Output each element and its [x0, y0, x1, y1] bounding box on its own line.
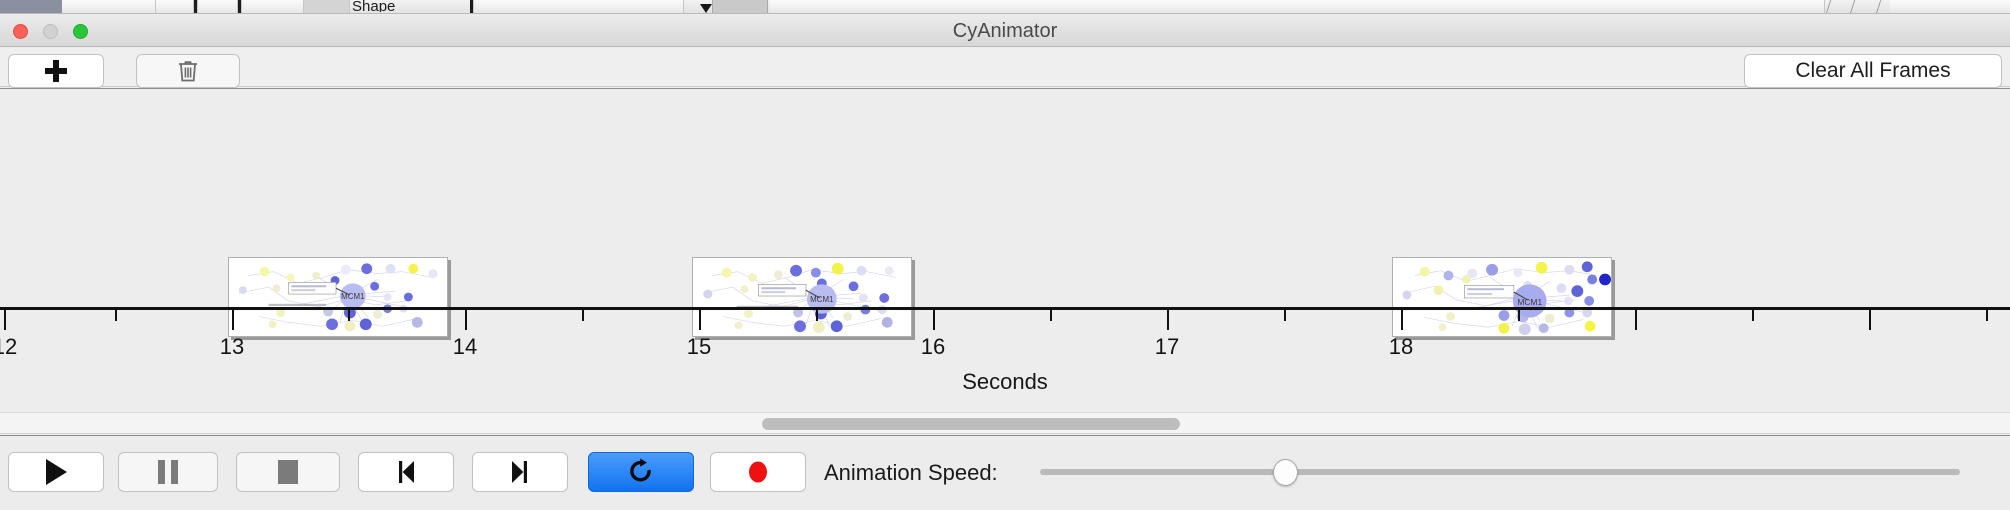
maximize-button[interactable]: [73, 24, 88, 39]
axis-tick-major: [1167, 310, 1169, 330]
network-preview: MCM1: [238, 263, 438, 332]
toolbar: Clear All Frames: [0, 47, 2010, 88]
animation-speed-label: Animation Speed:: [824, 460, 998, 485]
axis-tick-minor: [1050, 310, 1052, 321]
frame-node-label: MCM1: [1517, 297, 1542, 307]
frame-thumbnail[interactable]: MCM1: [228, 257, 448, 337]
skip-back-button[interactable]: [358, 452, 454, 492]
skip-back-icon: [399, 461, 414, 483]
axis-tick-major: [933, 310, 935, 330]
skip-forward-button[interactable]: [472, 452, 568, 492]
background-divider: [1875, 0, 1882, 13]
axis-tick-major: [1401, 310, 1403, 330]
timeline-panel[interactable]: MCM1: [0, 88, 2010, 410]
axis-label: 15: [686, 334, 712, 359]
axis-tick-major: [1635, 310, 1637, 330]
background-chunk: [62, 0, 156, 13]
pause-icon: [158, 460, 178, 484]
background-chunk: [474, 0, 684, 13]
network-preview: MCM1: [1402, 261, 1611, 336]
minimize-button[interactable]: [43, 24, 58, 39]
background-divider: [1825, 0, 1832, 13]
playback-control-bar: Animation Speed:: [0, 435, 2010, 510]
play-button[interactable]: [8, 452, 104, 492]
frame-node-label: MCM1: [810, 295, 833, 304]
timeline-scrollbar[interactable]: [0, 412, 2010, 434]
background-chunk: [304, 0, 350, 13]
background-chunk: [242, 0, 304, 13]
axis-title: Seconds: [962, 369, 1048, 394]
frame-thumbnail[interactable]: MCM1: [692, 257, 912, 337]
slider-thumb[interactable]: [1273, 459, 1298, 486]
background-chunk: [470, 0, 474, 13]
loop-icon: [630, 458, 651, 482]
background-chunk: [770, 0, 1825, 13]
background-chunk: [194, 0, 198, 13]
loop-button[interactable]: [588, 452, 694, 492]
axis-tick-minor: [582, 310, 584, 321]
network-preview: MCM1: [702, 262, 897, 334]
skip-forward-icon: [512, 461, 527, 483]
axis-label: 12: [0, 334, 18, 359]
axis-label: 14: [452, 334, 478, 359]
axis-tick-major: [4, 310, 6, 330]
slider-track[interactable]: [1040, 469, 1960, 475]
background-window-dark-tab: [0, 0, 62, 13]
record-icon: [749, 461, 767, 483]
axis-label: 18: [1388, 334, 1414, 359]
timeline-axis: [0, 307, 2010, 310]
delete-frame-button[interactable]: [136, 54, 240, 88]
axis-tick-minor: [816, 310, 818, 321]
trash-icon: [179, 61, 197, 82]
title-bar: CyAnimator: [0, 14, 2010, 47]
axis-label: 17: [1154, 334, 1180, 359]
axis-tick-minor: [1518, 310, 1520, 321]
frames-area[interactable]: MCM1: [0, 89, 2010, 337]
clear-all-frames-button[interactable]: Clear All Frames: [1744, 54, 2002, 88]
animation-speed-slider[interactable]: [1040, 452, 1960, 492]
window-title: CyAnimator: [952, 20, 1058, 42]
axis-tick-minor: [115, 310, 117, 321]
axis-tick-major: [1869, 310, 1871, 330]
axis-tick-major: [465, 310, 467, 330]
frame-node-label: MCM1: [341, 292, 364, 301]
background-chunk: [198, 0, 238, 13]
pause-button[interactable]: [118, 452, 218, 492]
background-window-strip: Shape: [0, 0, 2010, 14]
background-caret-icon: [700, 4, 712, 13]
play-icon: [45, 459, 67, 485]
axis-tick-minor: [1284, 310, 1286, 321]
close-button[interactable]: [13, 24, 28, 39]
stop-icon: [278, 460, 298, 484]
axis-label: 13: [219, 334, 245, 359]
background-shape-label: Shape: [352, 0, 396, 12]
axis-tick-minor: [348, 310, 350, 321]
axis-label: 16: [920, 334, 946, 359]
record-button[interactable]: [710, 452, 806, 492]
axis-tick-minor: [1752, 310, 1754, 321]
background-chunk: [238, 0, 242, 13]
axis-tick-major: [699, 310, 701, 330]
frame-thumbnail[interactable]: MCM1: [1392, 257, 1612, 337]
axis-tick-minor: [1986, 310, 1988, 321]
background-chunk: [1890, 0, 2010, 13]
stop-button[interactable]: [236, 452, 340, 492]
axis-tick-major: [232, 310, 234, 330]
background-chunk: [156, 0, 194, 13]
plus-icon: [45, 60, 67, 82]
background-divider: [1849, 0, 1856, 13]
timeline-scrollbar-thumb[interactable]: [762, 418, 1180, 430]
background-grey-tab: [712, 0, 768, 13]
add-frame-button[interactable]: [8, 54, 104, 88]
